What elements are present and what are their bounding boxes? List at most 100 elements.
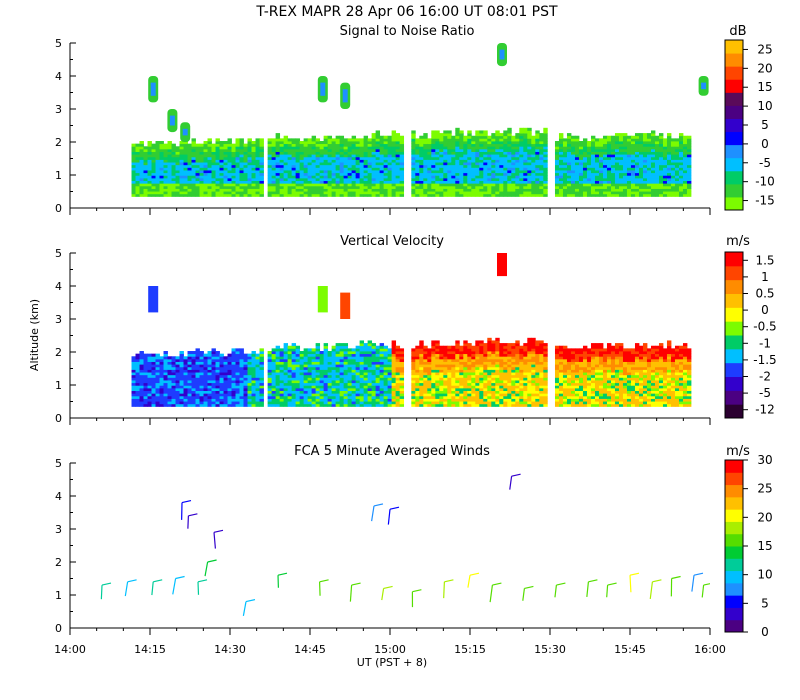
field-cell	[399, 154, 405, 158]
field-cell	[590, 148, 596, 152]
field-cell	[251, 141, 256, 145]
field-cell	[139, 154, 144, 158]
field-cell	[319, 351, 325, 355]
field-cell	[435, 390, 440, 394]
field-cell	[435, 361, 440, 365]
field-cell	[335, 387, 341, 392]
field-cell	[179, 401, 184, 405]
field-cell	[139, 146, 144, 150]
field-cell	[618, 177, 624, 182]
field-cell	[359, 167, 365, 171]
field-cell	[471, 175, 476, 179]
field-cell	[307, 180, 313, 184]
field-cell	[279, 185, 285, 189]
field-cell	[299, 351, 305, 355]
field-cell	[451, 162, 456, 166]
field-cell	[598, 156, 604, 160]
field-cell	[179, 398, 184, 402]
field-cell	[275, 164, 281, 168]
field-cell	[622, 133, 628, 137]
field-cell	[391, 382, 397, 386]
field-cell	[143, 377, 148, 381]
field-cell	[143, 353, 148, 357]
field-cell	[578, 175, 584, 179]
field-cell	[527, 193, 532, 197]
field-cell	[614, 135, 620, 139]
field-cell	[215, 398, 220, 402]
field-cell	[543, 159, 548, 163]
field-cell	[455, 127, 460, 131]
field-cell	[375, 183, 381, 187]
field-cell	[642, 162, 648, 166]
field-cell	[666, 154, 672, 158]
field-cell	[323, 382, 329, 386]
field-cell	[275, 154, 281, 158]
field-cell	[423, 366, 428, 370]
field-cell	[303, 175, 309, 179]
field-cell	[395, 356, 401, 360]
field-cell	[531, 193, 536, 197]
field-cell	[495, 172, 500, 176]
field-cell	[678, 148, 684, 152]
field-cell	[159, 167, 164, 171]
field-cell	[383, 382, 389, 386]
field-cell	[359, 156, 365, 160]
field-cell	[199, 177, 204, 182]
field-cell	[235, 372, 240, 376]
field-cell	[195, 369, 200, 373]
field-cell	[307, 138, 313, 142]
field-cell	[435, 133, 440, 137]
field-cell	[331, 361, 337, 365]
field-cell	[371, 387, 377, 392]
field-cell	[642, 151, 648, 155]
field-cell	[315, 351, 321, 355]
field-cell	[566, 141, 572, 145]
field-cell	[283, 366, 289, 370]
field-cell	[295, 382, 301, 386]
field-cell	[239, 348, 244, 352]
field-cell	[295, 138, 301, 142]
field-cell	[642, 135, 648, 139]
field-cell	[642, 188, 648, 192]
field-cell	[622, 177, 628, 182]
field-cell	[574, 146, 580, 150]
field-cell	[686, 175, 692, 179]
field-cell	[626, 175, 632, 179]
field-cell	[219, 143, 224, 147]
field-cell	[231, 185, 236, 189]
field-cell	[415, 143, 420, 147]
field-cell	[618, 193, 624, 197]
field-cell	[135, 369, 140, 373]
field-cell	[211, 366, 216, 370]
field-cell	[391, 162, 397, 166]
field-cell	[347, 162, 353, 166]
field-cell	[483, 177, 488, 182]
field-cell	[674, 193, 680, 197]
field-cell	[554, 170, 560, 174]
field-cell	[179, 183, 184, 187]
field-cell	[163, 146, 168, 150]
field-cell	[467, 183, 472, 187]
field-cell	[283, 372, 289, 376]
field-cell	[147, 380, 152, 384]
field-cell	[371, 345, 377, 349]
field-cell	[570, 162, 576, 166]
field-cell	[471, 382, 476, 386]
field-cell	[606, 172, 612, 176]
field-cell	[339, 393, 345, 397]
field-cell	[163, 390, 168, 394]
field-cell	[187, 148, 192, 152]
field-cell	[650, 130, 656, 134]
field-cell	[251, 385, 256, 389]
field-cell	[251, 374, 256, 378]
field-cell	[562, 146, 568, 150]
field-cell	[463, 154, 468, 158]
field-cell	[267, 387, 273, 392]
field-cell	[447, 183, 452, 187]
field-cell	[447, 390, 452, 394]
field-cell	[439, 348, 444, 352]
field-cell	[331, 183, 337, 187]
field-cell	[195, 361, 200, 365]
field-cell	[207, 162, 212, 166]
field-cell	[231, 374, 236, 378]
